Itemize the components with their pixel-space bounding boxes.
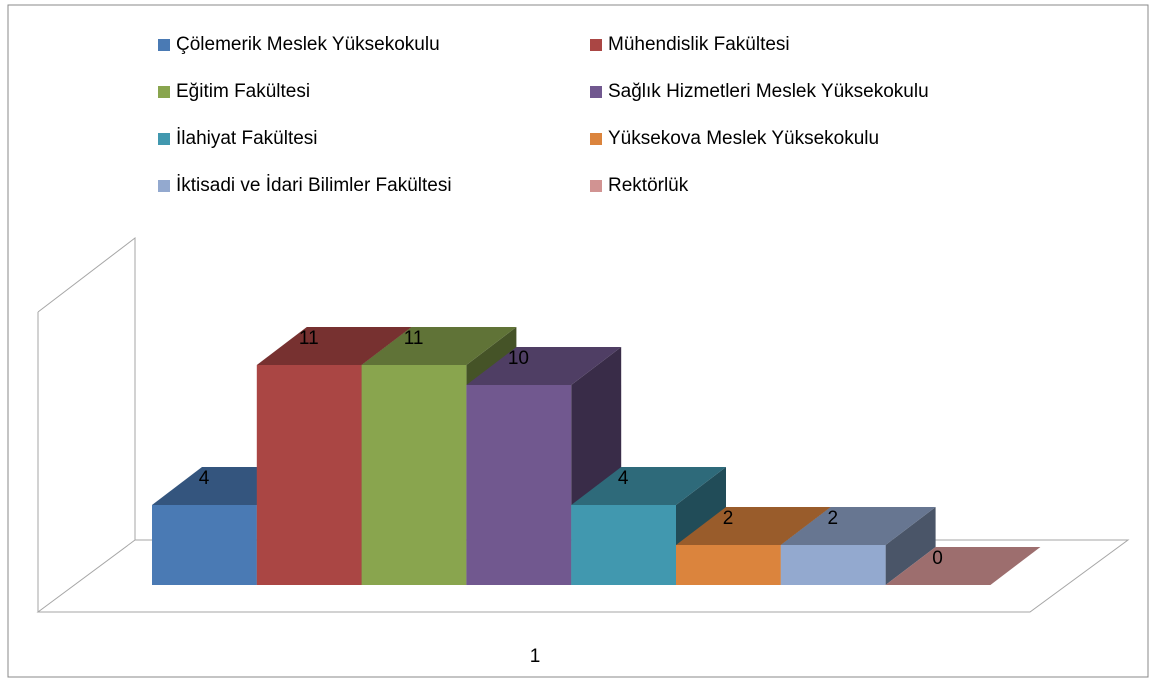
legend-swatch: [590, 86, 602, 98]
bar-top: [256, 327, 412, 365]
data-label: 11: [404, 328, 424, 349]
data-label: 0: [932, 548, 943, 569]
legend-label: Yüksekova Meslek Yüksekokulu: [608, 128, 879, 149]
legend-swatch: [158, 86, 170, 98]
data-label: 11: [299, 328, 319, 349]
bar-top: [780, 507, 936, 545]
legend-label: Sağlık Hizmetleri Meslek Yüksekokulu: [608, 81, 929, 102]
bar-top: [885, 547, 1041, 585]
legend-label: Eğitim Fakültesi: [176, 81, 310, 102]
data-label: 10: [508, 348, 529, 369]
legend-swatch: [590, 180, 602, 192]
legend-swatch: [158, 180, 170, 192]
x-tick-label: 1: [530, 646, 541, 667]
bar: [152, 505, 257, 585]
legend-swatch: [590, 39, 602, 51]
bar-top: [571, 467, 726, 505]
back-wall: [37, 236, 136, 540]
bar: [676, 545, 781, 585]
legend-label: Mühendislik Fakültesi: [608, 34, 790, 55]
bar: [361, 365, 467, 585]
legend-label: Rektörlük: [608, 175, 689, 196]
legend-swatch: [590, 133, 602, 145]
data-label: 4: [199, 468, 210, 489]
legend-label: Çölemerik Meslek Yüksekokulu: [176, 34, 440, 55]
legend-label: İlahiyat Fakültesi: [176, 128, 318, 149]
data-label: 2: [723, 508, 734, 529]
bar: [256, 365, 362, 585]
bar-top: [676, 507, 831, 545]
legend-swatch: [158, 133, 170, 145]
data-label: 2: [828, 508, 839, 529]
bar-side: [885, 507, 936, 585]
bar: [780, 545, 886, 585]
data-label: 4: [618, 468, 629, 489]
legend-swatch: [158, 39, 170, 51]
floor: [36, 539, 1130, 613]
bar: [571, 505, 676, 585]
bar: [466, 385, 572, 585]
bar-top: [466, 347, 622, 385]
legend-label: İktisadi ve İdari Bilimler Fakültesi: [176, 175, 452, 196]
bar-top: [361, 327, 517, 365]
